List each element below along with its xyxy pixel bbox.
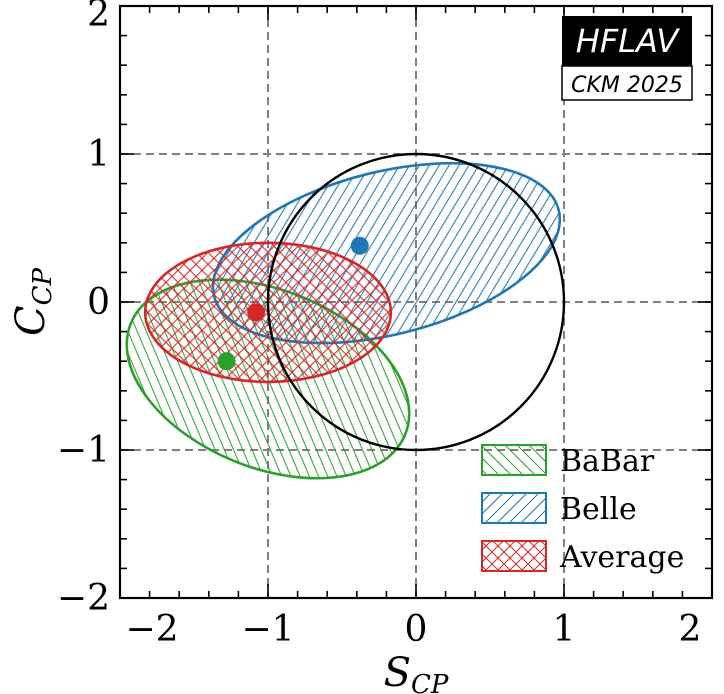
hflav-badge-bottom [561, 65, 693, 101]
legend-swatch [481, 540, 547, 572]
hflav-badge: HFLAV CKM 2025 [561, 16, 693, 101]
point-babar [217, 352, 236, 371]
legend-label: Belle [560, 492, 637, 527]
x-tick-label: 0 [405, 609, 428, 650]
point-belle [350, 236, 369, 255]
y-tick-label: 0 [87, 282, 110, 323]
x-tick-label: 2 [679, 609, 702, 650]
y-axis-title: CCP [8, 267, 58, 336]
legend-item-average: Average [481, 540, 684, 575]
x-axis-title: SCP [384, 650, 449, 694]
legend-item-belle: Belle [481, 492, 637, 527]
legend-label: Average [559, 540, 684, 575]
contour-layer [125, 152, 566, 480]
y-tick-label: −1 [57, 430, 110, 471]
x-axis-title-main: S [384, 650, 411, 694]
y-axis-title-main: C [8, 305, 54, 336]
legend-swatch [481, 444, 547, 476]
x-tick-label: −1 [241, 609, 294, 650]
central-value-points [217, 236, 369, 371]
y-tick-label: −2 [57, 578, 110, 619]
hflav-badge-title: HFLAV [576, 22, 681, 60]
axis-ticks: −2 −1 0 1 2 −2 −1 0 1 2 [57, 0, 713, 650]
y-axis-title-sub: CP [28, 267, 58, 305]
x-tick-label: −2 [125, 609, 178, 650]
x-tick-label: 1 [553, 609, 576, 650]
point-average [247, 303, 266, 322]
legend: BaBar Belle Average [481, 444, 684, 575]
hflav-badge-subtitle: CKM 2025 [571, 73, 683, 98]
y-tick-label: 2 [87, 0, 110, 35]
hflav-badge-top [562, 16, 692, 66]
legend-label: BaBar [560, 444, 655, 479]
legend-item-babar: BaBar [481, 444, 655, 479]
x-axis-title-sub: CP [411, 670, 449, 694]
legend-swatch [481, 492, 547, 524]
y-tick-label: 1 [87, 134, 110, 175]
physical-boundary-circle [266, 152, 566, 452]
